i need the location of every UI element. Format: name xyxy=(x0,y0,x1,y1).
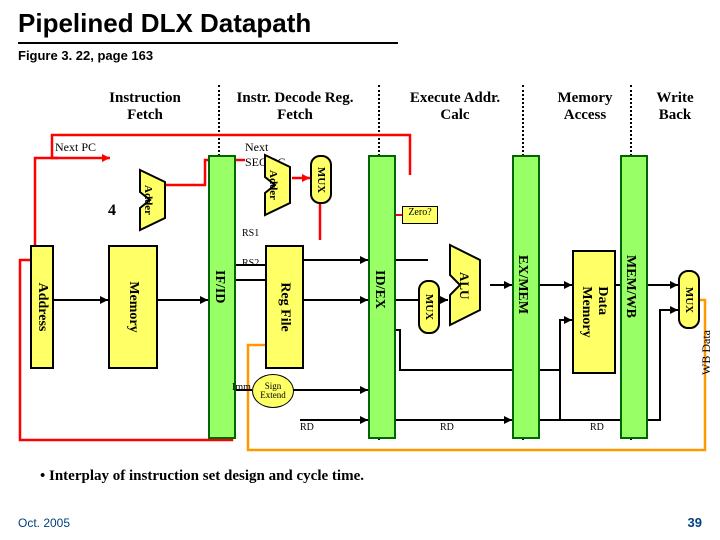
bullet-text: • Interplay of instruction set design an… xyxy=(40,468,364,485)
label-rd3: RD xyxy=(590,422,604,433)
pipe-idex-label: ID/EX xyxy=(371,270,387,309)
mux-wb: MUX xyxy=(678,270,700,329)
regfile-block: Reg File xyxy=(265,245,304,369)
pipe-ifid-label: IF/ID xyxy=(211,270,227,303)
label-rs1: RS1 xyxy=(242,228,259,239)
footer-date: Oct. 2005 xyxy=(18,516,70,530)
mux-pc-label: MUX xyxy=(315,166,327,192)
pipe-memwb-label: MEM/WB xyxy=(622,255,638,318)
const-4: 4 xyxy=(108,202,116,220)
mux-alu: MUX xyxy=(418,280,440,334)
adder2-label: Adder xyxy=(267,170,279,200)
label-wbdata: WB Data xyxy=(699,330,714,375)
regfile-label: Reg File xyxy=(277,282,293,331)
mux-alu-label: MUX xyxy=(423,294,435,320)
footer-page: 39 xyxy=(688,515,702,530)
dmem-block: Data Memory xyxy=(572,250,616,374)
label-rd1: RD xyxy=(300,422,314,433)
mux-wb-label: MUX xyxy=(683,286,695,312)
address-block: Address xyxy=(30,245,54,369)
label-rd2: RD xyxy=(440,422,454,433)
address-label: Address xyxy=(34,283,50,332)
zero-block: Zero? xyxy=(402,206,438,224)
label-imm: Imm xyxy=(232,382,251,393)
mux-pc: MUX xyxy=(310,155,332,204)
adder1-label: Adder xyxy=(142,185,154,215)
label-rs2: RS2 xyxy=(242,258,259,269)
pipe-exmem-label: EX/MEM xyxy=(514,255,530,314)
imem-block: Memory xyxy=(108,245,158,369)
imem-label: Memory xyxy=(125,281,141,332)
sign-extend: Sign Extend xyxy=(252,374,294,408)
alu-label: ALU xyxy=(456,272,472,299)
dmem-label: Data Memory xyxy=(578,286,610,337)
